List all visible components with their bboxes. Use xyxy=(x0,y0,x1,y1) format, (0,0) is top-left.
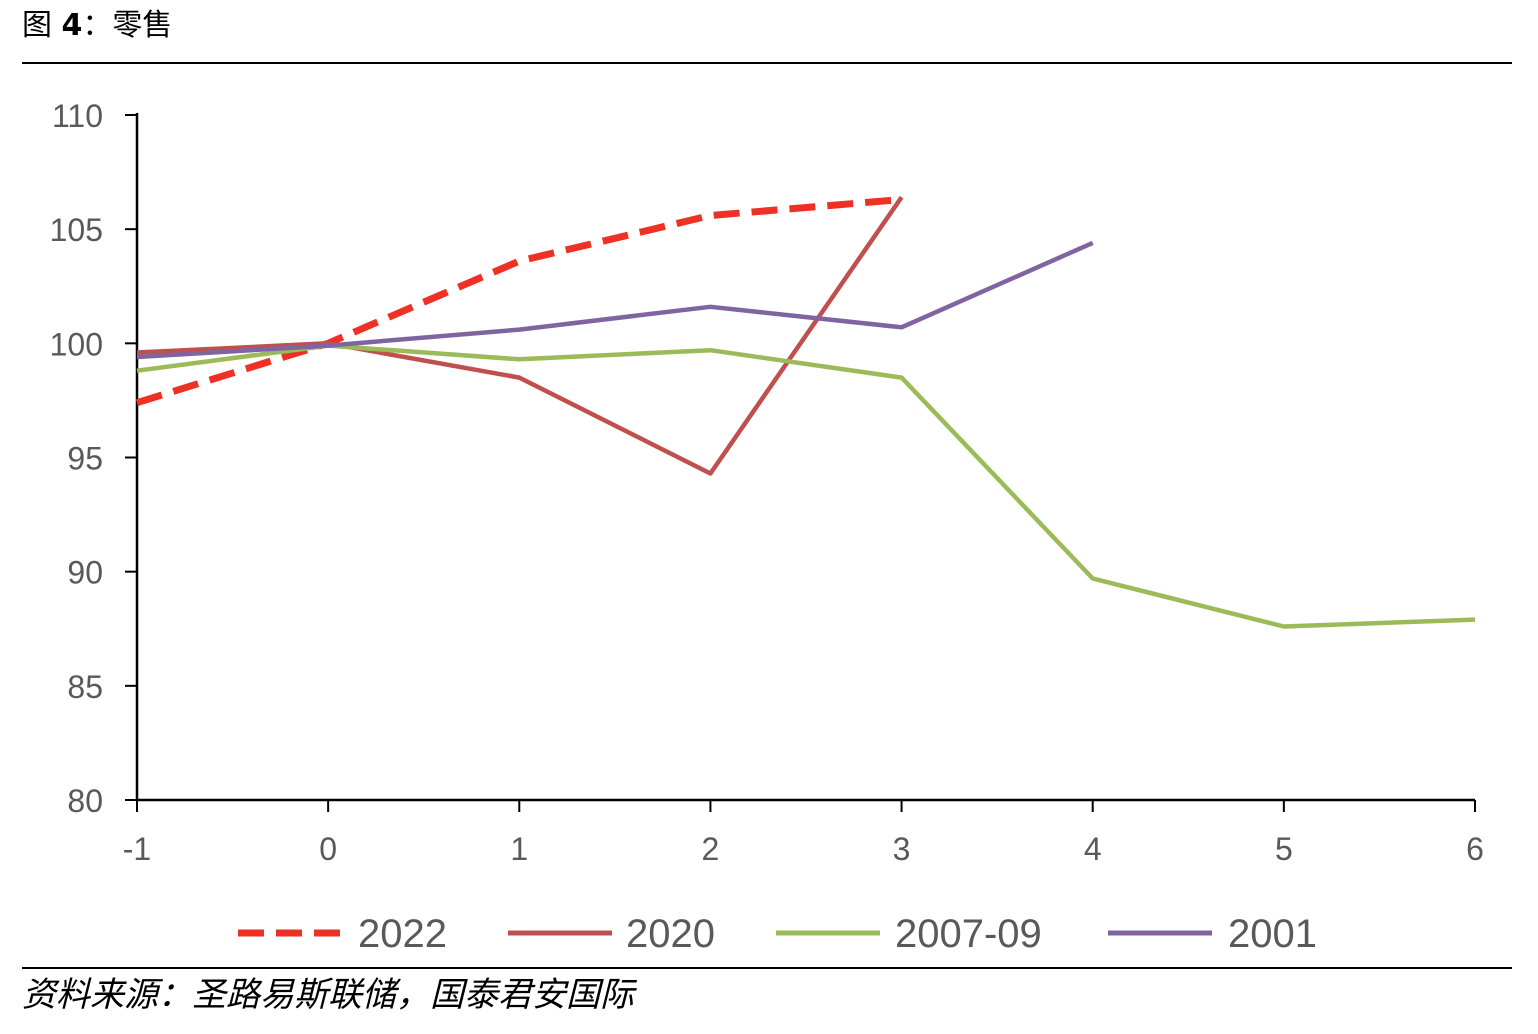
y-tick-label: 105 xyxy=(50,212,103,248)
y-tick-label: 90 xyxy=(67,555,103,591)
legend-label-2020: 2020 xyxy=(626,912,715,956)
x-tick-label: 6 xyxy=(1466,831,1484,867)
figure-separator: ： xyxy=(82,8,113,43)
y-tick-label: 80 xyxy=(67,783,103,819)
figure-title: 图 4：零售 xyxy=(22,6,172,46)
tick-labels: 80 85 90 95 100 105 110 -1 0 1 2 3 4 5 6 xyxy=(50,98,1484,867)
x-tick-label: 5 xyxy=(1275,831,1293,867)
legend-label-2022: 2022 xyxy=(358,912,447,956)
chart-axes xyxy=(125,113,1476,812)
source-note: 资料来源：圣路易斯联储，国泰君安国际 xyxy=(22,975,634,1015)
legend-label-2007-09: 2007-09 xyxy=(895,912,1042,956)
x-tick-label: 3 xyxy=(893,831,911,867)
legend-label-2001: 2001 xyxy=(1228,912,1317,956)
x-tick-label: 1 xyxy=(510,831,528,867)
bottom-rule xyxy=(22,967,1512,969)
y-tick-label: 110 xyxy=(52,98,103,134)
y-tick-label: 85 xyxy=(67,669,103,705)
x-tick-label: 4 xyxy=(1084,831,1102,867)
figure-name: 零售 xyxy=(112,8,173,43)
x-tick-label: 0 xyxy=(319,831,337,867)
series-line-2001 xyxy=(136,240,1094,360)
y-tick-label: 100 xyxy=(50,326,103,362)
series-line-2007-09 xyxy=(136,343,1476,629)
series-line-2020 xyxy=(136,195,904,476)
top-rule xyxy=(22,62,1512,64)
chart-legend: 2022 2020 2007-09 2001 xyxy=(238,912,1317,956)
x-tick-label: -1 xyxy=(123,831,151,867)
retail-line-chart: 80 85 90 95 100 105 110 -1 0 1 2 3 4 5 6 2022 2020 2007-… xyxy=(50,98,1484,956)
figure-number: 4 xyxy=(61,8,83,43)
series-line-2022 xyxy=(135,196,902,407)
figure-label: 图 xyxy=(22,8,52,43)
y-tick-label: 95 xyxy=(67,441,103,477)
chart-series xyxy=(135,195,1476,629)
x-tick-label: 2 xyxy=(702,831,720,867)
